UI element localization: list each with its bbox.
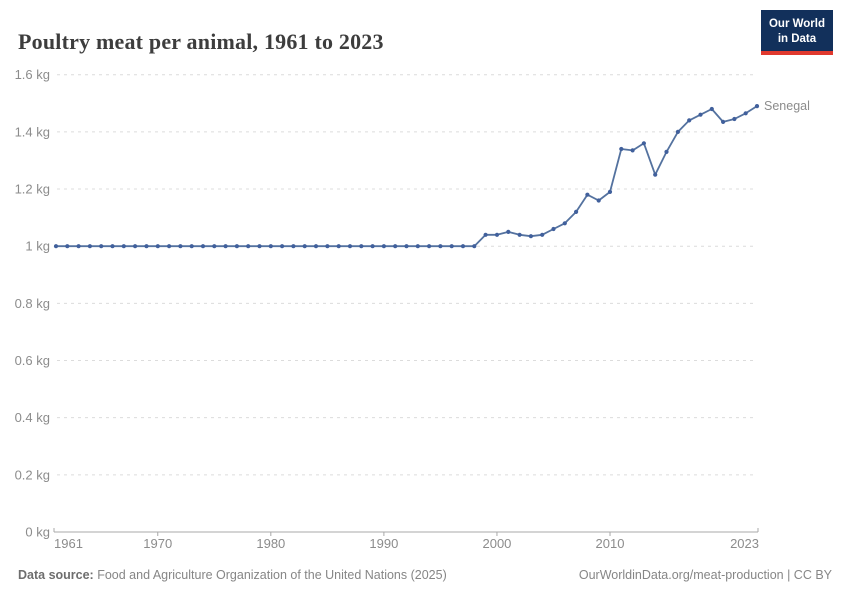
data-point — [664, 149, 669, 154]
data-point — [675, 129, 681, 134]
credit-link[interactable]: OurWorldinData.org/meat-production | CC … — [578, 568, 832, 582]
data-point — [76, 244, 81, 249]
data-point — [234, 244, 239, 249]
data-point — [562, 221, 567, 226]
series-line — [55, 105, 758, 248]
data-point — [246, 244, 251, 249]
data-point — [370, 244, 375, 249]
data-point — [653, 172, 658, 177]
data-point — [641, 141, 647, 146]
data-point — [596, 198, 601, 203]
data-point — [709, 106, 714, 112]
data-point — [87, 244, 92, 249]
data-point — [65, 244, 70, 249]
data-source-label: Data source: — [18, 568, 94, 582]
data-point — [99, 244, 104, 249]
data-point — [460, 244, 466, 249]
y-axis-tick-label: 0.6 kg — [15, 353, 50, 368]
data-point — [619, 146, 624, 152]
data-point — [291, 244, 296, 249]
x-axis-tick-label: 1980 — [256, 536, 285, 551]
data-point — [359, 244, 364, 249]
data-point — [110, 244, 115, 249]
data-point — [540, 232, 545, 237]
data-point — [268, 244, 273, 249]
data-point — [585, 192, 590, 197]
data-point — [743, 111, 748, 116]
data-point — [167, 244, 172, 249]
data-point — [133, 244, 138, 249]
owid-logo-line1: Our World — [768, 18, 825, 30]
y-axis-tick-label: 1 kg — [25, 239, 50, 254]
data-point — [178, 244, 183, 249]
series-label: Senegal — [764, 99, 810, 113]
data-point — [698, 112, 703, 117]
y-axis-tick-label: 0.4 kg — [15, 410, 50, 425]
y-axis-tick-label: 1.6 kg — [15, 67, 50, 82]
x-axis-tick-label: 1961 — [54, 536, 83, 551]
data-point — [472, 244, 477, 249]
data-point — [302, 244, 307, 249]
data-source-text: Food and Agriculture Organization of the… — [97, 568, 447, 582]
data-point — [438, 244, 443, 249]
data-point — [144, 244, 149, 249]
data-point — [155, 244, 160, 249]
y-axis-tick-label: 1.4 kg — [15, 124, 50, 139]
x-axis-tick-label: 2023 — [730, 536, 759, 551]
data-point — [427, 244, 432, 249]
data-point — [687, 118, 692, 123]
data-point — [607, 189, 613, 194]
data-point — [313, 244, 319, 249]
data-point — [483, 232, 488, 237]
data-point — [200, 244, 206, 249]
data-point — [449, 244, 454, 249]
data-point — [574, 209, 579, 214]
data-point — [280, 244, 285, 249]
data-point — [517, 232, 522, 237]
data-point — [732, 116, 737, 122]
data-point — [325, 244, 330, 249]
y-axis-tick-label: 0.2 kg — [15, 467, 50, 482]
data-point — [212, 244, 217, 249]
data-point — [528, 234, 534, 239]
y-axis-tick-label: 0 kg — [25, 525, 50, 540]
data-point — [551, 226, 556, 232]
data-point — [347, 244, 353, 249]
y-axis-tick-label: 0.8 kg — [15, 296, 50, 311]
data-point — [189, 244, 194, 249]
data-point — [336, 244, 341, 249]
data-point — [415, 244, 420, 249]
data-point — [754, 104, 760, 109]
x-axis-tick-label: 1970 — [143, 536, 172, 551]
data-point — [53, 244, 59, 249]
data-point — [630, 148, 635, 153]
data-point — [381, 244, 386, 249]
data-point — [721, 119, 726, 124]
data-source-note: Data source: Food and Agriculture Organi… — [18, 568, 447, 582]
owid-logo-line2: in Data — [777, 32, 817, 45]
chart-title: Poultry meat per animal, 1961 to 2023 — [18, 28, 384, 54]
x-axis-tick-label: 2000 — [482, 536, 511, 551]
data-point — [121, 244, 126, 249]
data-point — [223, 244, 228, 249]
data-point — [494, 232, 500, 237]
owid-logo[interactable]: Our World in Data — [760, 10, 833, 55]
x-axis-tick-label: 1990 — [369, 536, 398, 551]
chart-footer: Data source: Food and Agriculture Organi… — [18, 568, 832, 582]
data-point — [393, 244, 398, 249]
y-axis-tick-label: 1.2 kg — [15, 182, 50, 197]
x-axis-tick-label: 2010 — [596, 536, 625, 551]
data-point — [506, 229, 511, 234]
data-point — [404, 244, 409, 249]
data-point — [257, 244, 262, 249]
